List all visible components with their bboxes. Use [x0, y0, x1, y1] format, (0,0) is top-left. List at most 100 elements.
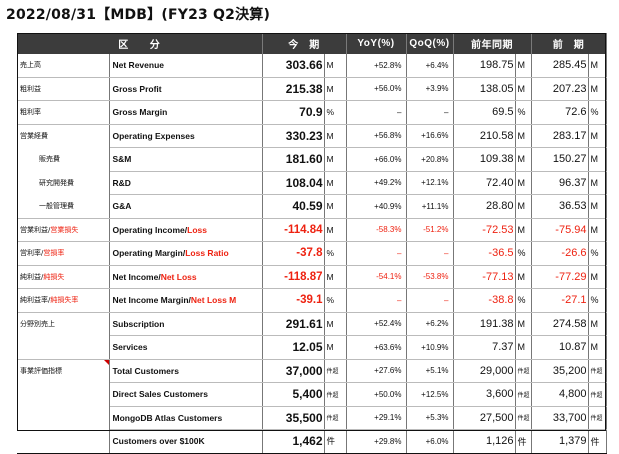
qoq-value: -53.8% [406, 265, 454, 289]
prior-quarter-unit: M [588, 171, 607, 195]
current-value: 181.60 [262, 147, 325, 172]
header-current: 今 期 [262, 33, 347, 54]
yoy-value: +63.6% [346, 335, 407, 360]
prior-year-unit: M [515, 312, 532, 336]
prior-quarter-value: 35,200 [531, 359, 589, 383]
prior-quarter-value: 33,700 [531, 406, 589, 430]
prior-year-value: 210.58 [453, 124, 516, 148]
yoy-value: -58.3% [346, 218, 407, 242]
en-label: Operating Expenses [112, 130, 195, 141]
jp-label: 一般管理費 [39, 202, 74, 210]
current-value: -39.1 [262, 288, 325, 313]
prior-year-unit: M [515, 194, 532, 219]
table-row: 販売費 S&M 181.60 M +66.0% +20.8% 109.38 M … [17, 147, 607, 172]
prior-year-value: 27,500 [453, 406, 516, 430]
current-unit: 件超 [324, 382, 347, 407]
prior-quarter-unit: M [588, 77, 607, 101]
current-unit: 件超 [324, 359, 347, 383]
prior-year-unit: M [515, 335, 532, 360]
header-prior-year: 前年同期 [453, 33, 532, 54]
prior-year-value: 191.38 [453, 312, 516, 336]
yoy-value: +52.8% [346, 54, 407, 78]
qoq-value: +12.1% [406, 171, 454, 195]
qoq-value: +6.2% [406, 312, 454, 336]
en-label-cell: Operating Income/Loss [109, 218, 263, 242]
qoq-value: – [406, 241, 454, 266]
table-row: 粗利益 Gross Profit 215.38 M +56.0% +3.9% 1… [17, 77, 607, 101]
current-unit: % [324, 100, 347, 125]
prior-quarter-unit: % [588, 241, 607, 266]
prior-year-unit: M [515, 265, 532, 289]
en-label: G&A [112, 201, 132, 212]
yoy-value: +29.8% [346, 429, 407, 454]
qoq-value: -51.2% [406, 218, 454, 242]
table-row: Customers over $100K 1,462 件 +29.8% +6.0… [17, 429, 607, 454]
prior-year-value: -38.8 [453, 288, 516, 313]
current-unit: M [324, 312, 347, 336]
en-label: Net Revenue [112, 60, 165, 71]
prior-year-value: -77.13 [453, 265, 516, 289]
en-label: Gross Profit [112, 83, 162, 94]
qoq-value: +16.6% [406, 124, 454, 148]
current-unit: M [324, 147, 347, 172]
yoy-value: – [346, 241, 407, 266]
table-row: 事業評価指標 Total Customers 37,000 件超 +27.6% … [17, 359, 607, 383]
prior-quarter-value: 36.53 [531, 194, 589, 219]
jp-label: 研究開発費 [39, 178, 74, 187]
current-unit: M [324, 194, 347, 219]
prior-quarter-value: 207.23 [531, 77, 589, 101]
header-yoy: YoY(%) [346, 33, 407, 54]
jp-label-cell [17, 382, 110, 406]
current-value: 330.23 [262, 124, 325, 148]
prior-quarter-unit: 件超 [588, 382, 607, 407]
prior-year-unit: M [515, 124, 532, 148]
prior-year-value: 3,600 [453, 382, 516, 407]
current-value: 108.04 [262, 171, 325, 195]
page-title: 2022/08/31【MDB】(FY23 Q2決算) [6, 7, 271, 23]
qoq-value: +12.5% [406, 382, 454, 407]
qoq-value: – [406, 100, 454, 125]
jp-label-cell: 粗利益 [17, 77, 110, 101]
en-label: Net Income/ [112, 271, 161, 282]
yoy-value: +50.0% [346, 382, 407, 407]
table-row: 分野別売上 Subscription 291.61 M +52.4% +6.2%… [17, 312, 607, 336]
table-row: 純利益/純損失 Net Income/Net Loss -118.87 M -5… [17, 265, 607, 289]
table-row: 粗利率 Gross Margin 70.9 % – – 69.5 % 72.6 … [17, 100, 607, 125]
current-value: -37.8 [262, 241, 325, 266]
current-value: 40.59 [262, 194, 325, 219]
prior-year-value: 72.40 [453, 171, 516, 195]
prior-year-unit: M [515, 171, 532, 195]
yoy-value: +40.9% [346, 194, 407, 219]
current-value: 37,000 [262, 359, 325, 383]
current-value: 35,500 [262, 406, 325, 430]
prior-year-unit: M [515, 147, 532, 172]
jp-label-loss: 営業損失 [50, 225, 79, 234]
yoy-value: +27.6% [346, 359, 407, 383]
jp-label-cell: 純利益/純損失 [17, 265, 110, 289]
en-label: MongoDB Atlas Customers [112, 412, 223, 423]
qoq-value: – [406, 288, 454, 313]
yoy-value: +49.2% [346, 171, 407, 195]
prior-quarter-unit: M [588, 147, 607, 172]
table-row: 営業経費 Operating Expenses 330.23 M +56.8% … [17, 124, 607, 148]
qoq-value: +6.0% [406, 429, 454, 454]
qoq-value: +5.3% [406, 406, 454, 430]
jp-label: 販売費 [39, 155, 60, 164]
current-value: 1,462 [262, 429, 325, 454]
table-row: 一般管理費 G&A 40.59 M +40.9% +11.1% 28.80 M … [17, 194, 607, 219]
en-label-cell: MongoDB Atlas Customers [109, 406, 263, 430]
table-row: 売上高 Net Revenue 303.66 M +52.8% +6.4% 19… [17, 54, 607, 78]
jp-label: 売上高 [20, 61, 41, 70]
current-unit: M [324, 218, 347, 242]
en-label-loss: Loss Ratio [185, 248, 229, 259]
jp-label-loss: 純損失率 [50, 296, 79, 305]
earnings-table: 区 分 今 期 YoY(%) QoQ(%) 前年同期 前 期 売上高 Net R… [17, 33, 607, 454]
prior-year-value: 138.05 [453, 77, 516, 101]
jp-label-cell [17, 335, 110, 360]
jp-label-cell [17, 406, 110, 430]
prior-year-unit: 件超 [515, 359, 532, 383]
en-label: Subscription [112, 318, 165, 329]
en-label-cell: Gross Margin [109, 100, 263, 125]
en-label: Services [112, 342, 148, 353]
jp-label-loss: 営損率 [43, 249, 65, 258]
